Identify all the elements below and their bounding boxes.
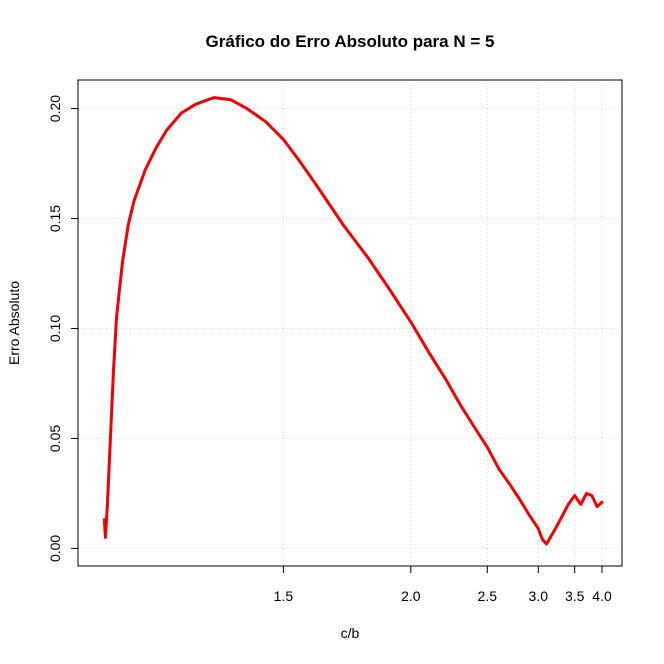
y-axis-title: Erro Absoluto (6, 281, 22, 365)
y-tick-label: 0.15 (47, 205, 63, 232)
series-layer (102, 96, 604, 546)
x-tick-label: 2.5 (478, 588, 498, 604)
x-tick-label: 3.0 (529, 588, 549, 604)
x-axis: 1.5 2.0 2.5 3.0 3.5 4.0 (274, 565, 612, 604)
grid (78, 80, 622, 566)
x-tick-label: 4.0 (592, 588, 612, 604)
y-tick-label: 0.10 (47, 315, 63, 342)
y-tick-label: 0.00 (47, 535, 63, 562)
y-tick-label: 0.05 (47, 425, 63, 452)
chart-title: Gráfico do Erro Absoluto para N = 5 (206, 32, 495, 51)
x-tick-label: 2.0 (401, 588, 421, 604)
x-tick-label: 3.5 (565, 588, 585, 604)
x-tick-label: 1.5 (274, 588, 294, 604)
y-tick-label: 0.20 (47, 95, 63, 122)
x-axis-title: c/b (341, 625, 360, 641)
y-axis: 0.00 0.05 0.10 0.15 0.20 (47, 95, 79, 562)
series-line (102, 96, 604, 546)
plot-frame (77, 79, 623, 567)
